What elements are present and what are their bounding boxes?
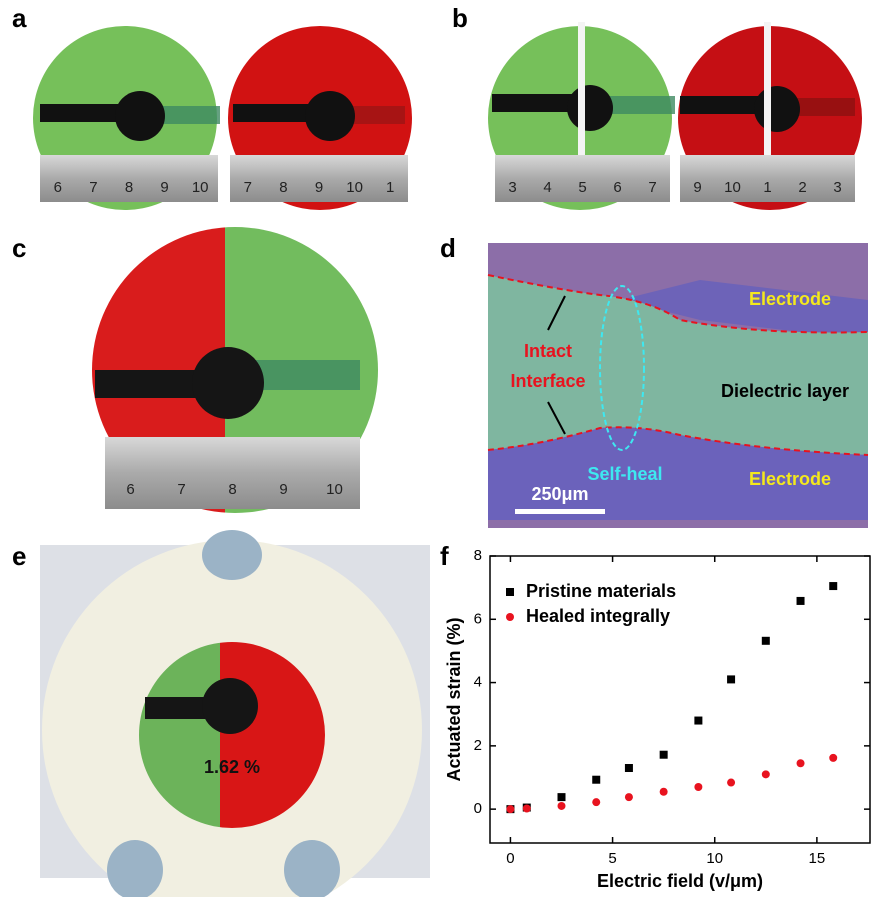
legend-label: Healed integrally <box>526 606 670 626</box>
ruler-number: 10 <box>192 179 209 196</box>
point <box>727 778 736 787</box>
ruler-number: 7 <box>89 179 97 196</box>
scale-bar-label: 250μm <box>531 484 588 504</box>
ruler-number: 10 <box>724 179 741 196</box>
y-tick-label: 4 <box>474 674 482 691</box>
intact-interface-label: Intact <box>524 341 572 361</box>
point <box>624 793 633 802</box>
ruler-number: 6 <box>54 179 62 196</box>
panel-b <box>488 22 862 210</box>
panel-label: c <box>12 233 26 263</box>
y-axis-label: Actuated strain (%) <box>444 617 464 781</box>
ruler-number: 9 <box>160 179 168 196</box>
point <box>624 764 633 773</box>
x-axis-label: Electric field (v/μm) <box>597 871 763 891</box>
point <box>506 805 515 814</box>
ruler-number: 3 <box>508 179 516 196</box>
ruler-number: 4 <box>543 179 551 196</box>
point <box>761 636 770 645</box>
point <box>829 582 838 591</box>
ruler-number: 9 <box>315 179 323 196</box>
ruler-number: 7 <box>244 179 252 196</box>
point <box>727 675 736 684</box>
panel-label: a <box>12 3 27 33</box>
x-tick-label: 10 <box>706 850 723 867</box>
y-tick-label: 6 <box>474 610 482 627</box>
ruler-number: 6 <box>126 481 134 498</box>
dielectric-label: Dielectric layer <box>721 381 849 401</box>
point <box>592 798 601 807</box>
panel-label: f <box>440 541 449 571</box>
ruler-number: 9 <box>693 179 701 196</box>
point <box>659 750 668 759</box>
point <box>557 801 566 810</box>
legend-marker <box>506 613 514 621</box>
point <box>592 775 601 784</box>
intact-interface-label: Interface <box>510 371 585 391</box>
ruler-number: 10 <box>346 179 363 196</box>
panel-label: e <box>12 541 26 571</box>
point <box>522 804 531 813</box>
point <box>796 759 805 768</box>
ruler-number: 2 <box>798 179 806 196</box>
point <box>796 596 805 605</box>
ruler-number: 8 <box>279 179 287 196</box>
point <box>761 770 770 779</box>
point <box>557 793 566 802</box>
panel-e <box>40 530 430 897</box>
y-tick-label: 8 <box>474 547 482 564</box>
electrode-label: Electrode <box>749 469 831 489</box>
panel-d <box>487 243 869 528</box>
point <box>694 782 703 791</box>
ruler-number: 3 <box>833 179 841 196</box>
ruler-number: 8 <box>125 179 133 196</box>
ruler-number: 10 <box>326 481 343 498</box>
self-heal-label: Self-heal <box>587 464 662 484</box>
point <box>829 753 838 762</box>
ruler-number: 1 <box>763 179 771 196</box>
y-tick-label: 2 <box>474 737 482 754</box>
y-tick-label: 0 <box>474 800 482 817</box>
legend-marker <box>506 588 514 596</box>
x-tick-label: 15 <box>809 850 826 867</box>
ruler-number: 5 <box>578 179 586 196</box>
ruler-number: 9 <box>279 481 287 498</box>
panel-a <box>33 26 412 210</box>
panel-c <box>92 227 378 513</box>
x-tick-label: 5 <box>608 850 616 867</box>
legend-label: Pristine materials <box>526 581 676 601</box>
x-tick-label: 0 <box>506 850 514 867</box>
electrode-label: Electrode <box>749 289 831 309</box>
strain-label: 1.62 % <box>204 757 260 777</box>
panel-label: d <box>440 233 456 263</box>
ruler-number: 6 <box>613 179 621 196</box>
point <box>694 716 703 725</box>
panel-label: b <box>452 3 468 33</box>
ruler-number: 7 <box>648 179 656 196</box>
ruler-number: 8 <box>228 481 236 498</box>
plot-frame <box>489 555 871 844</box>
ruler-number: 1 <box>386 179 394 196</box>
ruler-number: 7 <box>177 481 185 498</box>
point <box>659 787 668 796</box>
